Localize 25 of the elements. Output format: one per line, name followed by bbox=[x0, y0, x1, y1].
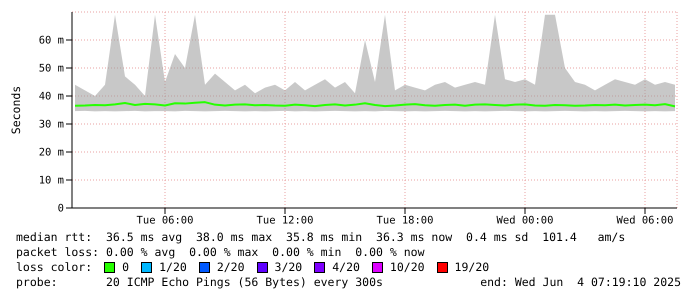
x-tick-label: Wed 00:00 bbox=[496, 214, 554, 226]
text: end: Wed Jun 4 07:19:10 2025 bbox=[480, 275, 681, 290]
x-tick-label: Tue 06:00 bbox=[136, 214, 194, 226]
y-tick-label: 50 m bbox=[38, 62, 64, 75]
legend-label: 1/20 bbox=[159, 260, 187, 275]
legend-label: 0 bbox=[122, 260, 130, 275]
legend-label: 2/20 bbox=[216, 260, 245, 275]
text: packet loss: 0.00 % avg 0.00 % max 0.00 % min 0.00 % now bbox=[16, 245, 426, 260]
x-tick-label: Tue 12:00 bbox=[256, 214, 314, 226]
legend-label: 19/20 bbox=[454, 260, 490, 275]
legend-label: 3/20 bbox=[274, 260, 302, 275]
y-tick-label: 20 m bbox=[38, 146, 64, 159]
y-axis-title: Seconds bbox=[9, 86, 24, 134]
y-tick-label: 10 m bbox=[38, 174, 64, 187]
y-tick-label: 30 m bbox=[38, 118, 64, 131]
x-tick-label: Tue 18:00 bbox=[376, 214, 434, 226]
legend-label: 10/20 bbox=[390, 260, 425, 275]
legend-label: 4/20 bbox=[332, 260, 360, 275]
x-tick-label: Wed 06:00 bbox=[616, 214, 674, 226]
y-tick-label: 60 m bbox=[38, 34, 64, 47]
text: median rtt: 36.5 ms avg 38.0 ms max 35.8 ms min 36.3 ms now 0.4 ms sd 101.4 am/s bbox=[16, 230, 626, 245]
text: probe: 20 ICMP Echo Pings (56 Bytes) every 300s bbox=[16, 275, 383, 290]
legend-title: loss color: bbox=[16, 260, 92, 275]
y-tick-label: 40 m bbox=[38, 90, 64, 103]
y-tick-label: 0 bbox=[58, 202, 64, 215]
